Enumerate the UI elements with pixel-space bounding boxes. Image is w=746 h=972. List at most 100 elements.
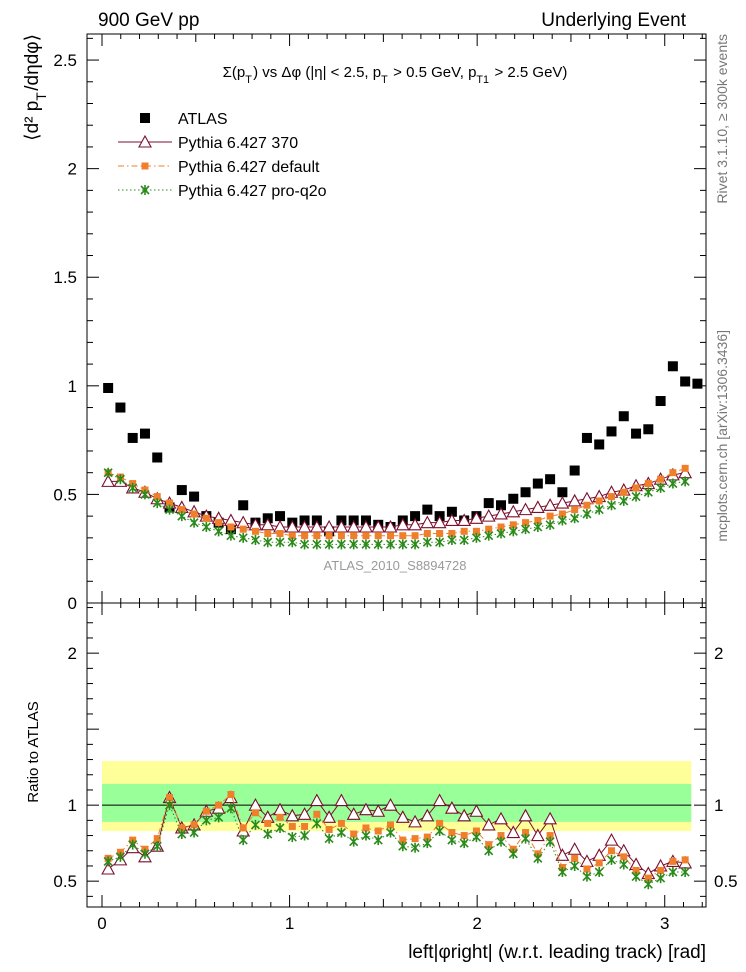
series-pythia-6-427-default [104,464,689,540]
data-point [103,382,114,393]
data-point [681,464,689,472]
data-point [336,539,346,550]
data-point [619,859,629,870]
data-point [494,506,508,520]
data-point [410,511,421,522]
y-tick-label: 1.5 [53,268,77,287]
y-tick-label: 2.5 [53,51,77,70]
data-point [656,482,666,493]
data-point [127,432,138,443]
data-point [324,833,334,844]
data-point [485,525,493,533]
data-point [399,532,407,540]
data-point [607,847,615,855]
data-point [667,361,678,372]
data-point [522,829,530,837]
y-tick-label: 0 [68,594,77,613]
data-point [101,474,116,487]
data-point [606,500,617,511]
data-point [545,519,555,530]
data-point [643,424,654,435]
data-point [362,824,370,832]
data-point [152,498,162,509]
data-point [238,532,248,543]
data-point [543,498,558,511]
data-point [681,856,689,864]
data-point [250,535,261,546]
data-point [460,527,468,535]
data-point [324,539,334,550]
data-point [422,537,432,548]
data-point [350,830,358,838]
data-point [447,835,457,846]
data-point [460,832,468,840]
data-point [322,519,337,533]
data-point [374,532,382,540]
data-point [656,873,666,884]
data-point [620,853,628,861]
data-point [432,515,447,529]
x-axis-title: left|φright| (w.r.t. leading track) [rad… [408,942,706,963]
x-tick-label: 0 [97,914,106,933]
data-point [359,519,373,533]
data-point [263,537,273,548]
legend-item: Pythia 6.427 370 [118,134,298,152]
data-point [668,478,678,489]
data-point [643,879,653,890]
data-point [459,838,469,849]
data-point [251,809,259,817]
data-point [410,842,420,853]
data-point [288,822,296,830]
x-tick-label: 3 [660,914,669,933]
data-point [581,432,592,443]
data-point [410,539,420,550]
data-point [533,853,543,864]
data-point [395,517,410,531]
data-point [607,493,615,501]
data-point [520,487,531,498]
data-point [214,812,224,823]
data-point [238,835,248,846]
data-point [385,539,396,550]
data-point [522,519,530,527]
data-point [264,819,272,827]
data-point [103,467,113,478]
data-point [557,515,567,526]
data-point [374,827,382,835]
series-line [107,467,686,537]
y-tick-label-right: 0.5 [714,872,738,891]
y-tick-label: 1 [68,796,77,815]
main-y-axis-title: ⟨d² pT /dηdφ⟩ [22,34,49,141]
data-point [215,801,223,809]
data-point [571,854,579,862]
data-point [570,513,580,524]
data-point [177,511,187,522]
data-point [251,527,259,535]
data-point [387,532,395,540]
data-point [176,485,187,496]
data-point [557,487,568,498]
header-right: Underlying Event [541,10,686,31]
data-point [595,497,603,505]
data-point [177,829,187,840]
legend: ATLAS Pythia 6.427 370 Pythia 6.427 defaul… [118,111,327,200]
data-point [555,495,570,509]
data-point [313,810,321,818]
data-point [446,506,457,517]
legend-item: ATLAS [140,111,228,128]
data-point [483,498,494,509]
data-point [189,827,199,838]
data-point [520,524,531,535]
data-point [669,857,677,865]
data-point [287,537,297,548]
data-point [214,526,224,537]
rivet-version-label: Rivet 3.1.10, ≥ 300k events [714,34,730,204]
data-point [631,428,642,439]
ratio-y-axis-title: Ratio to ATLAS [25,701,42,802]
data-point [349,539,359,550]
legend-item: Pythia 6.427 pro-q2o [118,183,327,200]
data-point [469,511,484,524]
data-point [555,848,570,861]
data-point [361,830,371,841]
